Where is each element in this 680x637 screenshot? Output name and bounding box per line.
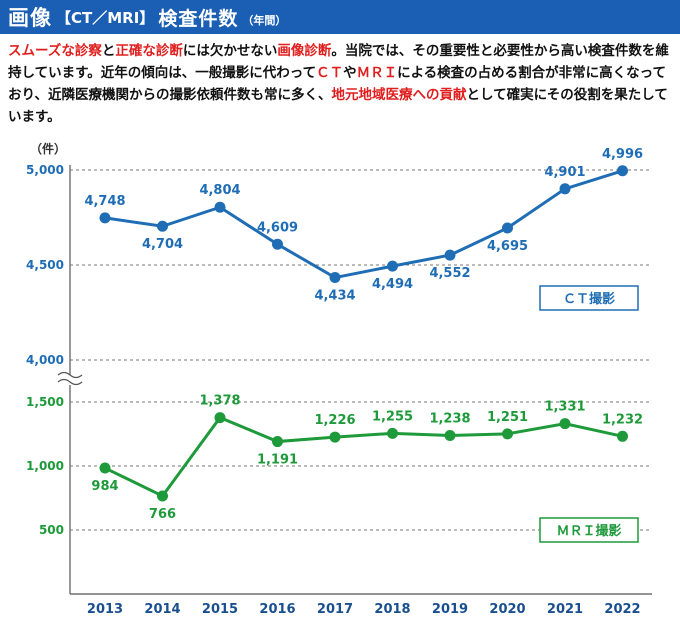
mri-point: [214, 412, 226, 424]
mri-point: [502, 428, 513, 440]
ct-data-label: 4,804: [199, 183, 240, 198]
intro-highlight: 地元地域医療への貢献: [331, 87, 467, 103]
intro-text: や: [343, 65, 357, 81]
x-tick-label: 2018: [374, 602, 410, 617]
ct-point: [387, 260, 398, 272]
mri-point: [157, 490, 168, 502]
intro-text: による検査の占める割合が非常に高くなっており、近隣医療機関からの撮影依頼件数も常…: [8, 65, 666, 103]
mri-axis-tick-label: 500: [39, 523, 64, 537]
header-title: 画像: [8, 6, 52, 30]
mri-data-label: 1,238: [429, 412, 470, 427]
y-axis-unit: （件）: [30, 141, 66, 156]
ct-data-label: 4,695: [487, 239, 528, 254]
mri-point: [272, 436, 283, 448]
ct-data-label: 4,434: [314, 289, 355, 304]
ct-axis-tick-label: 5,000: [26, 163, 64, 177]
ct-line: [104, 169, 623, 280]
x-tick-label: 2016: [259, 602, 295, 617]
intro-text: 。当院では、その重要性と必要性から高い検査件数を維持しています。近年の傾向は、一…: [8, 43, 669, 81]
ct-point: [214, 201, 226, 213]
header-tag: 【CT／MRI】: [56, 8, 155, 27]
ct-point: [617, 165, 628, 177]
intro-highlight: スムーズな診察: [8, 43, 102, 59]
axis-break-mark: [57, 371, 83, 379]
mri-data-label: 1,378: [199, 394, 240, 409]
mri-data-label: 1,251: [487, 410, 528, 425]
x-tick-label: 2015: [202, 602, 238, 617]
mri-point: [329, 431, 341, 443]
mri-data-label: 766: [149, 507, 176, 522]
ct-point: [157, 220, 168, 232]
intro-text: として確実にその役割を果たしています。: [8, 87, 668, 125]
header-subtitle: 検査件数: [158, 7, 239, 30]
ct-axis-tick-label: 4,500: [26, 258, 64, 272]
mri-point: [444, 430, 456, 442]
x-tick-label: 2013: [87, 602, 123, 617]
header-period: （年間）: [242, 13, 287, 27]
x-tick-label: 2017: [317, 602, 353, 617]
mri-line: [104, 415, 623, 498]
mri-data-label: 1,255: [372, 409, 413, 424]
ct-data-label: 4,996: [602, 147, 643, 162]
ct-point: [329, 272, 341, 284]
mri-point: [387, 427, 398, 439]
mri-axis-tick-label: 1,500: [26, 395, 64, 409]
mri-point: [559, 418, 571, 430]
x-tick-label: 2014: [144, 602, 180, 617]
ct-data-label: 4,901: [544, 165, 585, 180]
ct-data-label: 4,609: [257, 220, 298, 235]
mri-data-label: 1,191: [257, 453, 298, 468]
ct-point: [272, 238, 283, 250]
mri-data-label: 1,226: [314, 413, 355, 428]
ct-point: [99, 212, 111, 224]
ct-data-label: 4,494: [372, 277, 413, 292]
mri-data-label: 1,232: [602, 412, 643, 427]
ct-data-label: 4,748: [84, 194, 125, 209]
intro-text: には欠かせない: [182, 43, 278, 59]
mri-data-label: 1,331: [544, 400, 585, 415]
mri-legend-box: [539, 517, 639, 543]
x-tick-label: 2020: [489, 602, 525, 617]
mri-legend-label: ＭＲＩ撮影: [556, 523, 621, 539]
intro-highlight: 正確な診断: [115, 43, 183, 59]
mri-point: [617, 430, 628, 442]
ct-point: [559, 183, 571, 195]
axis-break-mark: [57, 378, 83, 386]
ct-axis-tick-label: 4,000: [26, 353, 64, 367]
intro-highlight: ＭＲＩ: [356, 65, 398, 81]
mri-point: [99, 462, 111, 474]
ct-point: [444, 249, 456, 261]
x-tick-label: 2021: [547, 602, 583, 617]
ct-data-label: 4,704: [142, 237, 183, 252]
x-tick-label: 2022: [604, 602, 640, 617]
x-tick-label: 2019: [432, 602, 468, 617]
intro-paragraph: スムーズな診察と正確な診断には欠かせない画像診断。当院では、その重要性と必要性か…: [8, 40, 676, 128]
intro-highlight: 画像診断: [277, 43, 332, 59]
mri-data-label: 984: [91, 479, 118, 494]
page-header: 画像 【CT／MRI】 検査件数 （年間）: [0, 0, 680, 34]
intro-highlight: ＣＴ: [316, 65, 344, 81]
intro-text: と: [101, 43, 116, 59]
ct-legend-box: [539, 285, 639, 311]
ct-data-label: 4,552: [429, 266, 470, 281]
ct-legend-label: ＣＴ撮影: [563, 291, 615, 307]
mri-axis-tick-label: 1,000: [26, 459, 64, 473]
ct-point: [502, 222, 513, 234]
